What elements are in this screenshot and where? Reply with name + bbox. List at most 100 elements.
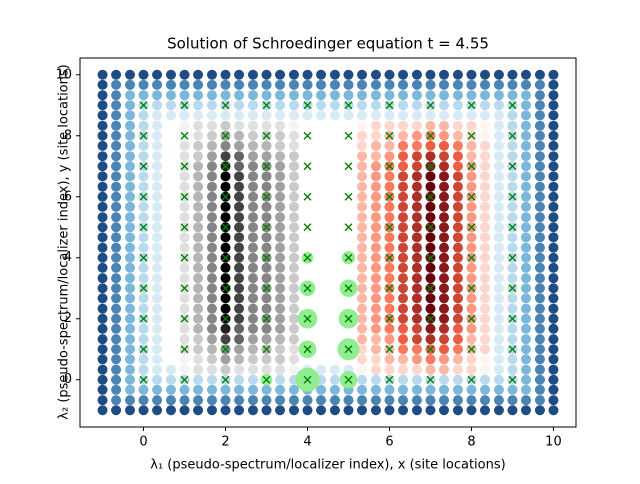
scatter-point: [329, 69, 340, 80]
scatter-point: [411, 151, 422, 162]
scatter-point: [466, 405, 477, 416]
scatter-point: [288, 201, 299, 212]
scatter-point: [548, 100, 559, 111]
scatter-point: [493, 79, 504, 90]
scatter-point: [439, 283, 450, 294]
scatter-point: [493, 191, 504, 202]
scatter-point: [439, 181, 450, 192]
scatter-point: [411, 303, 422, 314]
scatter-point: [507, 181, 518, 192]
scatter-point: [152, 242, 163, 253]
scatter-point: [288, 120, 299, 131]
scatter-point: [548, 364, 559, 375]
scatter-point: [97, 323, 108, 334]
x-marker: [344, 192, 353, 201]
x-marker: [467, 375, 476, 384]
scatter-point: [261, 405, 272, 416]
scatter-point: [534, 79, 545, 90]
scatter-point: [452, 273, 463, 284]
scatter-point: [357, 232, 368, 243]
scatter-point: [125, 151, 136, 162]
scatter-point: [152, 161, 163, 172]
scatter-point: [479, 384, 490, 395]
scatter-point: [261, 79, 272, 90]
scatter-point: [425, 323, 436, 334]
x-marker: [139, 162, 148, 171]
scatter-point: [548, 120, 559, 131]
scatter-point: [357, 90, 368, 101]
scatter-point: [220, 232, 231, 243]
scatter-point: [206, 140, 217, 151]
scatter-point: [534, 262, 545, 273]
scatter-point: [247, 384, 258, 395]
scatter-point: [247, 405, 258, 416]
scatter-point: [520, 212, 531, 223]
scatter-point: [411, 242, 422, 253]
scatter-point: [111, 171, 122, 182]
scatter-point: [193, 181, 204, 192]
scatter-point: [288, 130, 299, 141]
scatter-point: [520, 90, 531, 101]
scatter-point: [111, 405, 122, 416]
scatter-point: [247, 201, 258, 212]
scatter-point: [466, 90, 477, 101]
scatter-point: [357, 120, 368, 131]
x-marker: [508, 101, 517, 110]
scatter-point: [97, 151, 108, 162]
scatter-point: [234, 323, 245, 334]
scatter-point: [179, 323, 190, 334]
scatter-point: [548, 313, 559, 324]
scatter-point: [111, 384, 122, 395]
scatter-point: [439, 171, 450, 182]
scatter-point: [493, 140, 504, 151]
scatter-point: [138, 405, 149, 416]
x-marker: [262, 345, 271, 354]
scatter-point: [439, 69, 450, 80]
scatter-point: [452, 293, 463, 304]
scatter-point: [206, 181, 217, 192]
scatter-point: [507, 79, 518, 90]
scatter-point: [466, 303, 477, 314]
scatter-point: [384, 242, 395, 253]
scatter-point: [507, 293, 518, 304]
scatter-point: [111, 323, 122, 334]
x-marker: [426, 253, 435, 262]
scatter-point: [425, 395, 436, 406]
scatter-point: [548, 110, 559, 121]
scatter-point: [520, 120, 531, 131]
scatter-point: [439, 100, 450, 111]
scatter-point: [520, 140, 531, 151]
scatter-point: [357, 201, 368, 212]
scatter-point: [493, 262, 504, 273]
scatter-point: [411, 364, 422, 375]
scatter-point: [370, 405, 381, 416]
scatter-point: [288, 252, 299, 263]
scatter-point: [179, 181, 190, 192]
scatter-point: [206, 191, 217, 202]
scatter-point: [398, 120, 409, 131]
scatter-point: [125, 273, 136, 284]
x-marker: [344, 375, 353, 384]
scatter-point: [220, 181, 231, 192]
x-marker: [467, 162, 476, 171]
scatter-point: [534, 354, 545, 365]
scatter-point: [439, 384, 450, 395]
scatter-point: [261, 323, 272, 334]
scatter-point: [493, 252, 504, 263]
scatter-point: [220, 262, 231, 273]
x-axis-label: λ₁ (pseudo-spectrum/localizer index), x …: [150, 458, 505, 473]
scatter-point: [179, 273, 190, 284]
scatter-point: [548, 344, 559, 355]
scatter-point: [425, 90, 436, 101]
scatter-point: [193, 161, 204, 172]
scatter-point: [288, 242, 299, 253]
scatter-point: [452, 110, 463, 121]
x-marker: [508, 223, 517, 232]
scatter-point: [275, 405, 286, 416]
scatter-point: [548, 140, 559, 151]
scatter-point: [398, 293, 409, 304]
scatter-point: [152, 69, 163, 80]
scatter-point: [384, 334, 395, 345]
x-marker: [426, 192, 435, 201]
